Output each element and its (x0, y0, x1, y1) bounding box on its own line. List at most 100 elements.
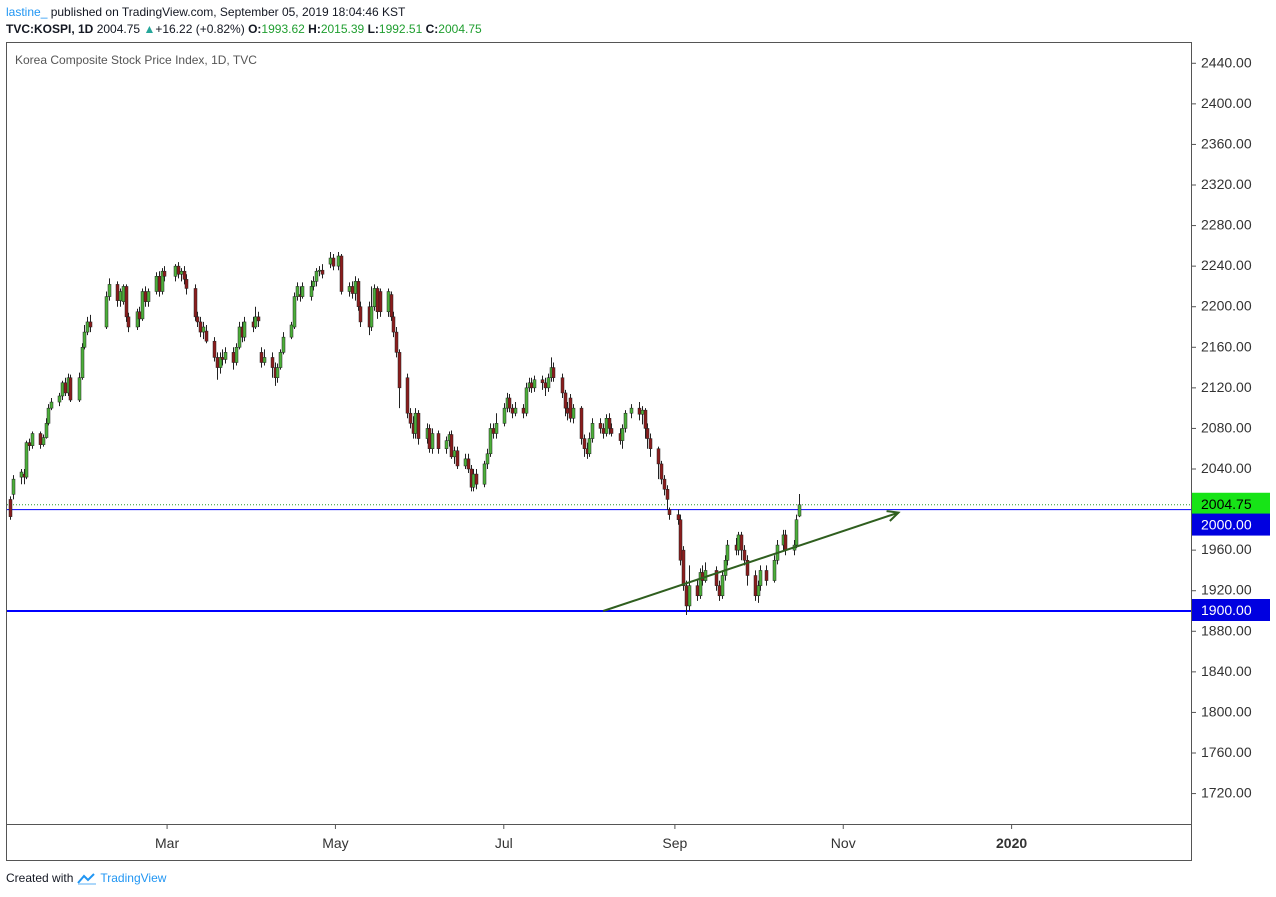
last-price-value: 2004.75 (96, 22, 141, 36)
high-label: H: (308, 22, 321, 36)
candle-up (347, 286, 352, 292)
candle-down (609, 428, 614, 434)
candle-down (38, 433, 43, 445)
candle-down (540, 379, 545, 384)
candle-up (471, 473, 476, 488)
y-tick-label: 2400.00 (1201, 95, 1252, 111)
candle-down (68, 377, 73, 401)
candle-up (311, 281, 316, 287)
candle-down (259, 352, 264, 363)
low-value: 1992.51 (378, 22, 423, 36)
x-tick-label: Mar (155, 835, 179, 851)
candle-up (640, 409, 645, 415)
tradingview-logo-icon (77, 873, 97, 885)
candle-up (797, 504, 802, 517)
candle-down (764, 570, 769, 581)
candle-down (182, 270, 187, 280)
candle-down (157, 276, 162, 292)
candle-down (637, 407, 642, 415)
candle-down (582, 438, 587, 449)
candle-down (408, 412, 413, 424)
x-tick-label: Nov (831, 835, 856, 851)
candle-down (745, 560, 750, 576)
trend-arrowhead-icon (886, 510, 901, 522)
candle-down (88, 321, 93, 328)
y-tick-label: 2440.00 (1201, 54, 1252, 70)
plot-frame (6, 42, 1192, 861)
candle-up (262, 357, 267, 363)
candle-down (665, 489, 670, 500)
candle-down (510, 407, 515, 414)
publish-text: published on TradingView.com, September … (47, 5, 406, 19)
candle-down (551, 367, 556, 378)
y-tick-label: 1880.00 (1201, 622, 1252, 638)
candle-down (717, 585, 722, 597)
candle-down (184, 279, 189, 289)
candle-up (242, 321, 247, 338)
candle-up (140, 291, 145, 320)
candle-down (427, 428, 432, 449)
author-link[interactable]: lastine_ (6, 5, 48, 19)
candle-down (507, 397, 512, 409)
candle-down (220, 357, 225, 360)
candle-down (739, 534, 744, 551)
level-tag-label: 1900.00 (1201, 602, 1252, 618)
candle-down (681, 549, 686, 586)
candle-up (336, 255, 341, 267)
tradingview-link[interactable]: TradingView (100, 871, 167, 885)
candle-down (339, 255, 344, 292)
candle-up (154, 276, 159, 292)
candle-up (19, 471, 24, 478)
candle-up (275, 367, 280, 378)
candle-down (137, 311, 142, 320)
candle-down (521, 407, 526, 414)
candle-down (565, 407, 570, 414)
candle-down (659, 463, 664, 480)
y-tick-label: 2160.00 (1201, 338, 1252, 354)
candle-up (794, 519, 799, 546)
candle-down (356, 281, 361, 307)
candle-up (413, 412, 418, 434)
candle-up (720, 575, 725, 597)
candle-down (676, 514, 681, 520)
footer: Created with TradingView (6, 871, 166, 885)
candle-up (604, 418, 609, 434)
candle-down (115, 284, 120, 301)
candle-up (234, 347, 239, 363)
candle-down (231, 352, 236, 363)
candle-down (63, 382, 68, 394)
candle-down (143, 291, 148, 302)
y-tick-label: 1760.00 (1201, 744, 1252, 760)
last-price-tag-label: 2004.75 (1201, 496, 1252, 512)
candle-down (391, 316, 396, 333)
candle-down (648, 438, 653, 449)
y-tick-label: 2080.00 (1201, 419, 1252, 435)
candle-up (629, 407, 634, 414)
candle-up (571, 407, 576, 419)
candle-up (524, 387, 529, 414)
candle-down (714, 570, 719, 586)
candle-up (295, 286, 300, 297)
candle-up (444, 440, 449, 449)
candle-up (314, 270, 319, 282)
candle-up (532, 379, 537, 389)
level-tag-label: 2000.00 (1201, 517, 1252, 533)
high-value: 2015.39 (320, 22, 365, 36)
candle-up (60, 382, 65, 397)
candle-down (563, 392, 568, 409)
candle-up (452, 450, 457, 458)
candle-up (281, 336, 286, 353)
candle-up (85, 321, 90, 333)
candle-up (77, 377, 82, 401)
candle-down (126, 316, 131, 328)
candle-down (643, 409, 648, 429)
candle-up (237, 326, 242, 348)
x-tick-label: 2020 (996, 835, 1027, 851)
publish-info: lastine_ published on TradingView.com, S… (6, 5, 405, 19)
candle-up (369, 306, 374, 328)
candle-up (353, 281, 358, 294)
candle-up (587, 438, 592, 455)
candle-down (27, 442, 32, 446)
candle-up (146, 291, 151, 302)
